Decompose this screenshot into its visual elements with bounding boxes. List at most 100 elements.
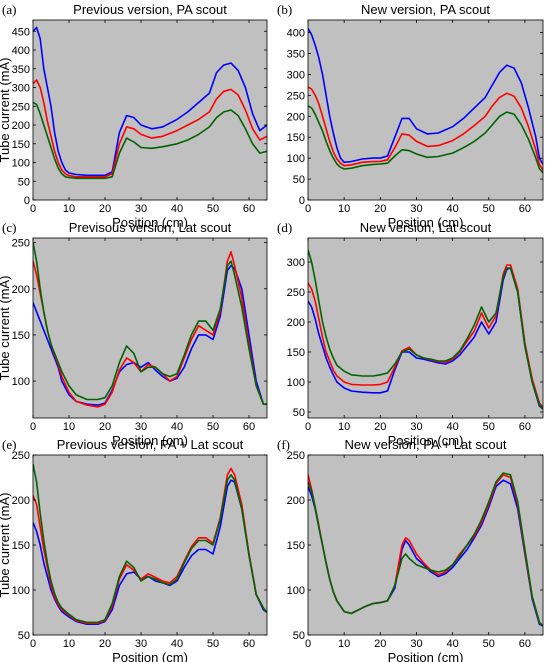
x-axis-label: Position (cm): [388, 215, 464, 230]
plot-frame: [307, 237, 544, 419]
plot-area: [33, 455, 267, 635]
y-axis-label: Tube current (mA): [0, 58, 12, 163]
y-tick-label: 250: [287, 287, 305, 299]
x-tick-label: 10: [338, 421, 350, 433]
chart-title: New version, Lat scout: [360, 220, 492, 235]
y-tick-label: 150: [12, 330, 30, 342]
x-tick-label: 20: [99, 638, 111, 650]
y-tick-label: 50: [18, 176, 30, 188]
x-tick-label: 50: [483, 203, 495, 215]
panel-f: 0 10 20 30 40 50 60 50 100 150 200 250(f) New versio…: [277, 437, 544, 662]
x-tick-label: 0: [305, 421, 311, 433]
y-tick-label: 200: [287, 111, 305, 123]
x-tick-label: 20: [374, 203, 386, 215]
x-tick-label: 10: [63, 203, 75, 215]
panel-label: (d): [277, 220, 292, 235]
series-line-2: [308, 86, 543, 171]
y-tick-label: 50: [293, 174, 305, 186]
chart-title: New version, PA scout: [361, 2, 490, 17]
chart-title: Previsous version, Lat scout: [69, 220, 232, 235]
y-tick-label: 100: [12, 585, 30, 597]
x-axis-label: Position (cm): [112, 433, 188, 448]
y-tick-label: 250: [12, 450, 30, 462]
y-tick-label: 200: [12, 495, 30, 507]
y-tick-label: 400: [287, 28, 305, 40]
panel-d: 0 10 20 30 40 50 60 50 100 150 200 250 300 (d) New ver…: [277, 220, 544, 448]
y-tick-label: 50: [18, 630, 30, 642]
x-tick-label: 0: [305, 638, 311, 650]
x-tick-label: 50: [207, 638, 219, 650]
y-axis-label: Tube current (mA): [0, 276, 12, 381]
x-tick-label: 50: [483, 638, 495, 650]
y-tick-label: 300: [287, 257, 305, 269]
y-tick-label: 200: [287, 317, 305, 329]
series-line-3: [33, 101, 267, 180]
x-tick-label: 60: [243, 638, 255, 650]
panel-c: 0 10 20 30 40 50 60 100 150 200 250 (c) Previsous ve…: [0, 220, 268, 448]
x-tick-label: 0: [30, 638, 36, 650]
panel-label: (a): [2, 2, 16, 17]
x-tick-label: 0: [30, 203, 36, 215]
panel-label: (f): [277, 437, 290, 452]
x-tick-label: 40: [446, 203, 458, 215]
y-tick-label: 150: [12, 139, 30, 151]
x-tick-label: 0: [305, 203, 311, 215]
x-tick-label: 10: [63, 421, 75, 433]
y-tick-label: 150: [287, 540, 305, 552]
x-tick-label: 60: [243, 203, 255, 215]
series-line-3: [308, 472, 543, 627]
x-tick-label: 30: [410, 638, 422, 650]
x-tick-label: 20: [374, 421, 386, 433]
y-tick-label: 250: [12, 238, 30, 250]
x-tick-label: 40: [446, 638, 458, 650]
x-axis-label: Position (cm): [388, 650, 464, 662]
x-tick-label: 60: [519, 421, 531, 433]
y-tick-label: 350: [287, 48, 305, 60]
plot-area: [308, 20, 543, 200]
x-tick-label: 50: [207, 421, 219, 433]
x-tick-label: 60: [519, 203, 531, 215]
y-tick-label: 150: [12, 540, 30, 552]
panel-label: (b): [277, 2, 292, 17]
panel-label: (e): [2, 437, 16, 452]
series-line-2: [33, 467, 267, 625]
chart-title: Previous version, PA scout: [73, 2, 227, 17]
plot-frame: [32, 19, 268, 201]
x-tick-label: 20: [374, 638, 386, 650]
y-tick-label: 150: [287, 132, 305, 144]
y-tick-label: 350: [12, 64, 30, 76]
y-tick-label: 250: [12, 101, 30, 113]
panel-a: 0 10 20 30 40 50 60 0 50 100 150 200 250 300 350 400 450…: [0, 2, 268, 230]
series-line-3: [308, 249, 543, 410]
x-tick-label: 10: [338, 203, 350, 215]
y-tick-label: 200: [12, 284, 30, 296]
series-line-1: [308, 28, 543, 165]
y-tick-label: 50: [293, 630, 305, 642]
y-axis-label: Tube current (mA): [0, 493, 12, 598]
y-tick-label: 100: [287, 377, 305, 389]
x-tick-label: 30: [135, 421, 147, 433]
x-tick-label: 10: [63, 638, 75, 650]
y-tick-label: 100: [12, 158, 30, 170]
x-tick-label: 30: [410, 203, 422, 215]
series-line-3: [33, 463, 267, 624]
series-line-3: [308, 105, 543, 174]
x-tick-label: 50: [483, 421, 495, 433]
series-line-1: [33, 264, 267, 406]
y-tick-label: 0: [24, 195, 30, 207]
x-tick-label: 20: [99, 203, 111, 215]
series-line-1: [33, 26, 267, 177]
x-axis-label: Position (cm): [388, 433, 464, 448]
x-axis-label: Position (cm): [112, 215, 188, 230]
x-tick-label: 40: [446, 421, 458, 433]
x-tick-label: 30: [135, 638, 147, 650]
x-tick-label: 20: [99, 421, 111, 433]
x-tick-label: 30: [410, 421, 422, 433]
plot-frame: [307, 19, 544, 201]
x-tick-label: 40: [171, 421, 183, 433]
y-tick-label: 250: [287, 450, 305, 462]
y-tick-label: 450: [12, 26, 30, 38]
panel-e: 0 10 20 30 40 50 60 50 100 150 200 250(e) Previous v…: [0, 437, 268, 662]
y-tick-label: 300: [287, 69, 305, 81]
